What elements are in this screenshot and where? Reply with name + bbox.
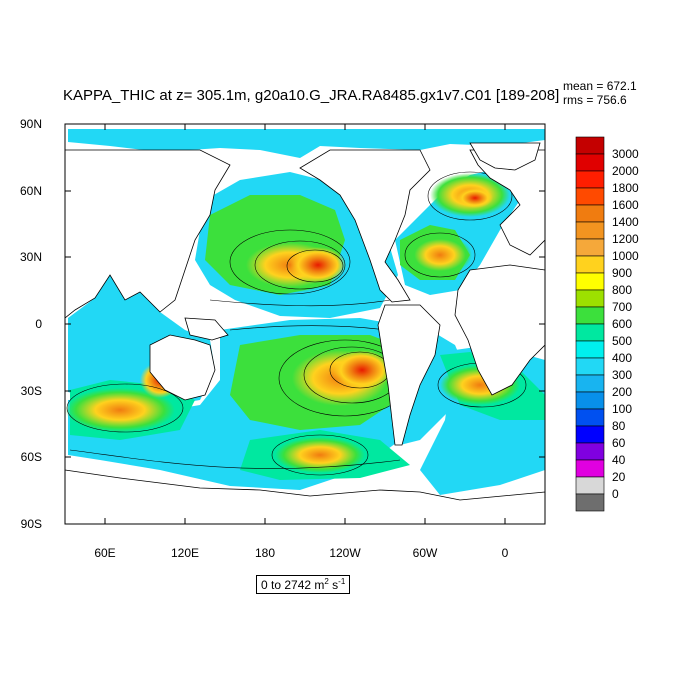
lat-labels: 90N 60N 30N 0 30S 60S 90S — [20, 117, 42, 531]
colorbar-label: 700 — [612, 300, 632, 314]
colorbar-label: 300 — [612, 368, 632, 382]
lat-label: 0 — [35, 317, 42, 331]
lat-label: 30N — [20, 250, 42, 264]
lon-tick-marks — [104, 124, 506, 524]
lon-labels: 60E 120E 180 120W 60W 0 — [94, 546, 508, 560]
units-label: 0 to 2742 m2 s-1 — [256, 575, 351, 594]
colorbar-swatch — [575, 187, 605, 206]
colorbar-swatch — [575, 493, 605, 512]
lat-label: 30S — [21, 384, 42, 398]
africa-land — [454, 264, 545, 396]
colorbar-swatch — [575, 442, 605, 461]
lon-label: 120E — [171, 546, 199, 560]
colorbar-label: 200 — [612, 385, 632, 399]
land-masses — [65, 142, 545, 524]
australia-land — [149, 334, 216, 401]
arctic-ocean — [68, 129, 545, 158]
lon-label: 120W — [329, 546, 361, 560]
colorbar-swatch — [575, 136, 605, 155]
colorbar-label: 80 — [612, 419, 626, 433]
colorbar-swatch — [575, 170, 605, 189]
colorbar-swatch — [575, 221, 605, 240]
colorbar-label: 40 — [612, 453, 626, 467]
colorbar-label: 60 — [612, 436, 626, 450]
colorbar-swatch — [575, 374, 605, 393]
rms-value: rms = 756.6 — [563, 93, 627, 107]
colorbar-swatch — [575, 425, 605, 444]
colorbar-swatch — [575, 476, 605, 495]
colorbar-label: 1200 — [612, 232, 639, 246]
colorbar-label: 500 — [612, 334, 632, 348]
colorbar-label: 900 — [612, 266, 632, 280]
colorbar-swatch — [575, 357, 605, 376]
colorbar-swatch — [575, 340, 605, 359]
lat-label: 90N — [20, 117, 42, 131]
colorbar-swatch — [575, 272, 605, 291]
antarctica-land — [65, 469, 545, 524]
mean-value: mean = 672.1 — [563, 79, 637, 93]
colorbar-label: 400 — [612, 351, 632, 365]
colorbar-label: 600 — [612, 317, 632, 331]
lon-label: 180 — [255, 546, 275, 560]
colorbar-swatch — [575, 408, 605, 427]
ocean-field — [65, 129, 545, 524]
colorbar-label: 0 — [612, 487, 619, 501]
colorbar-swatch — [575, 255, 605, 274]
north-america-land — [299, 149, 431, 303]
south-america-land — [377, 304, 441, 446]
plot-title: KAPPA_THIC at z= 305.1m, g20a10.G_JRA.RA… — [63, 87, 560, 104]
colorbar-swatch — [575, 289, 605, 308]
colorbar-swatch — [575, 391, 605, 410]
colorbar-swatch — [575, 306, 605, 325]
colorbar-label: 100 — [612, 402, 632, 416]
colorbar: 3000200018001600140012001000900800700600… — [575, 136, 639, 512]
colorbar-label: 2000 — [612, 164, 639, 178]
colorbar-swatch — [575, 204, 605, 223]
colorbar-swatch — [575, 323, 605, 342]
lon-label: 0 — [502, 546, 509, 560]
colorbar-label: 20 — [612, 470, 626, 484]
colorbar-label: 3000 — [612, 147, 639, 161]
colorbar-label: 1000 — [612, 249, 639, 263]
colorbar-swatch — [575, 238, 605, 257]
colorbar-label: 1600 — [612, 198, 639, 212]
colorbar-swatch — [575, 153, 605, 172]
lat-label: 60N — [20, 184, 42, 198]
lon-label: 60W — [413, 546, 438, 560]
colorbar-label: 1800 — [612, 181, 639, 195]
lat-label: 90S — [21, 517, 42, 531]
colorbar-label: 800 — [612, 283, 632, 297]
lon-label: 60E — [94, 546, 115, 560]
asia-land — [65, 149, 231, 319]
colorbar-swatch — [575, 459, 605, 478]
lat-label: 60S — [21, 450, 42, 464]
lat-tick-marks — [65, 123, 545, 525]
colorbar-label: 1400 — [612, 215, 639, 229]
